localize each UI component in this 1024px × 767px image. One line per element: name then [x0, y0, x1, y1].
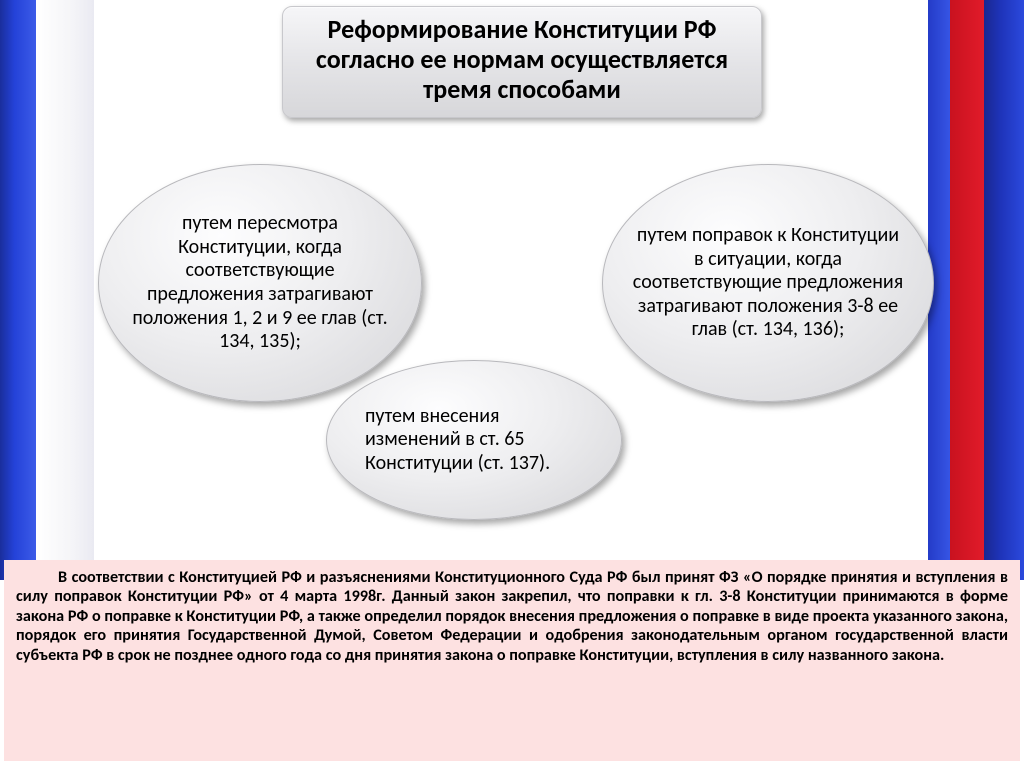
bubble-amendments-text: путем поправок к Конституции в ситуации,… [631, 224, 905, 342]
bubble-amendments: путем поправок к Конституции в ситуации,… [602, 164, 934, 402]
main-title: Реформирование Конституции РФ согласно е… [282, 6, 762, 118]
bubble-article65: путем внесения изменений в ст. 65 Консти… [326, 360, 622, 520]
bubble-revision: путем пересмотра Конституции, когда соот… [98, 164, 422, 402]
stripe-blue-right [984, 0, 1024, 580]
stripe-red-right [950, 0, 984, 580]
bubble-article65-text: путем внесения изменений в ст. 65 Консти… [365, 405, 583, 476]
bubble-revision-text: путем пересмотра Конституции, когда соот… [127, 212, 393, 354]
footer-text: В соответствии с Конституцией РФ и разъя… [16, 568, 1008, 665]
stripe-blue-left [0, 0, 36, 580]
stripe-white [36, 0, 94, 580]
footer-note: В соответствии с Конституцией РФ и разъя… [4, 560, 1020, 761]
